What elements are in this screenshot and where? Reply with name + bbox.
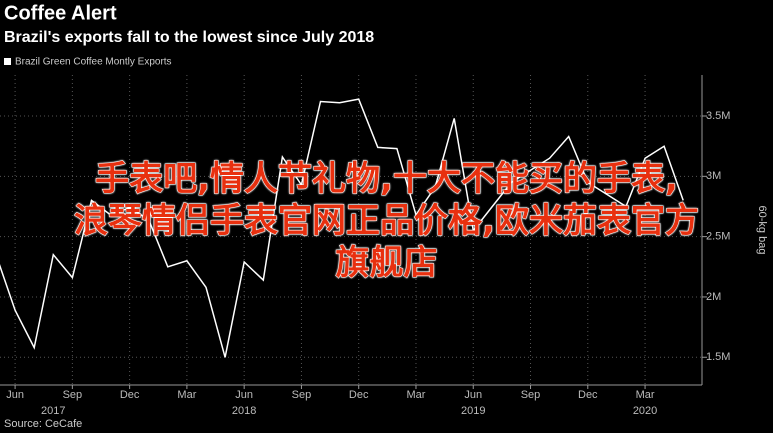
overlay: 手表吧,情人节礼物,十大不能买的手表, 浪琴情侣手表官网正品价格,欧米茄表官方 旗舰…	[0, 158, 773, 284]
year-label: 2017	[41, 405, 65, 417]
y-tick-label: 2.5M	[706, 231, 730, 243]
year-label: 2018	[232, 405, 256, 417]
x-tick-label: Sep	[292, 389, 312, 401]
x-tick-label: Dec	[349, 389, 369, 401]
y-tick-label: 1.5M	[706, 351, 730, 363]
chart-title: Coffee Alert	[4, 2, 117, 24]
legend-swatch	[4, 58, 11, 65]
source: Source: CeCafe	[4, 418, 82, 430]
overlay-line: 旗舰店	[335, 243, 438, 284]
x-tick-label: Jun	[464, 389, 482, 401]
x-tick-label: Mar	[636, 389, 655, 401]
year-label: 2020	[633, 405, 657, 417]
x-tick-label: Dec	[120, 389, 140, 401]
year-label: 2019	[461, 405, 485, 417]
overlay-line: 手表吧,情人节礼物,十大不能买的手表,	[95, 159, 679, 200]
y-tick-label: 2M	[706, 291, 721, 303]
chart-subtitle: Brazil's exports fall to the lowest sinc…	[4, 29, 374, 46]
y-tick-label: 3.5M	[706, 110, 730, 122]
x-tick-label: Jun	[6, 389, 24, 401]
x-tick-label: Dec	[578, 389, 598, 401]
x-tick-label: Jun	[235, 389, 253, 401]
overlay-line: 浪琴情侣手表官网正品价格,欧米茄表官方	[74, 201, 700, 242]
legend-label: Brazil Green Coffee Montly Exports	[15, 57, 172, 68]
x-tick-label: Mar	[177, 389, 196, 401]
y-tick-label: 3M	[706, 170, 721, 182]
x-tick-label: Sep	[521, 389, 541, 401]
x-tick-label: Mar	[407, 389, 426, 401]
data-line	[0, 98, 684, 358]
x-tick-label: Sep	[63, 389, 83, 401]
y-axis-label: 60-kg bag	[756, 206, 768, 255]
